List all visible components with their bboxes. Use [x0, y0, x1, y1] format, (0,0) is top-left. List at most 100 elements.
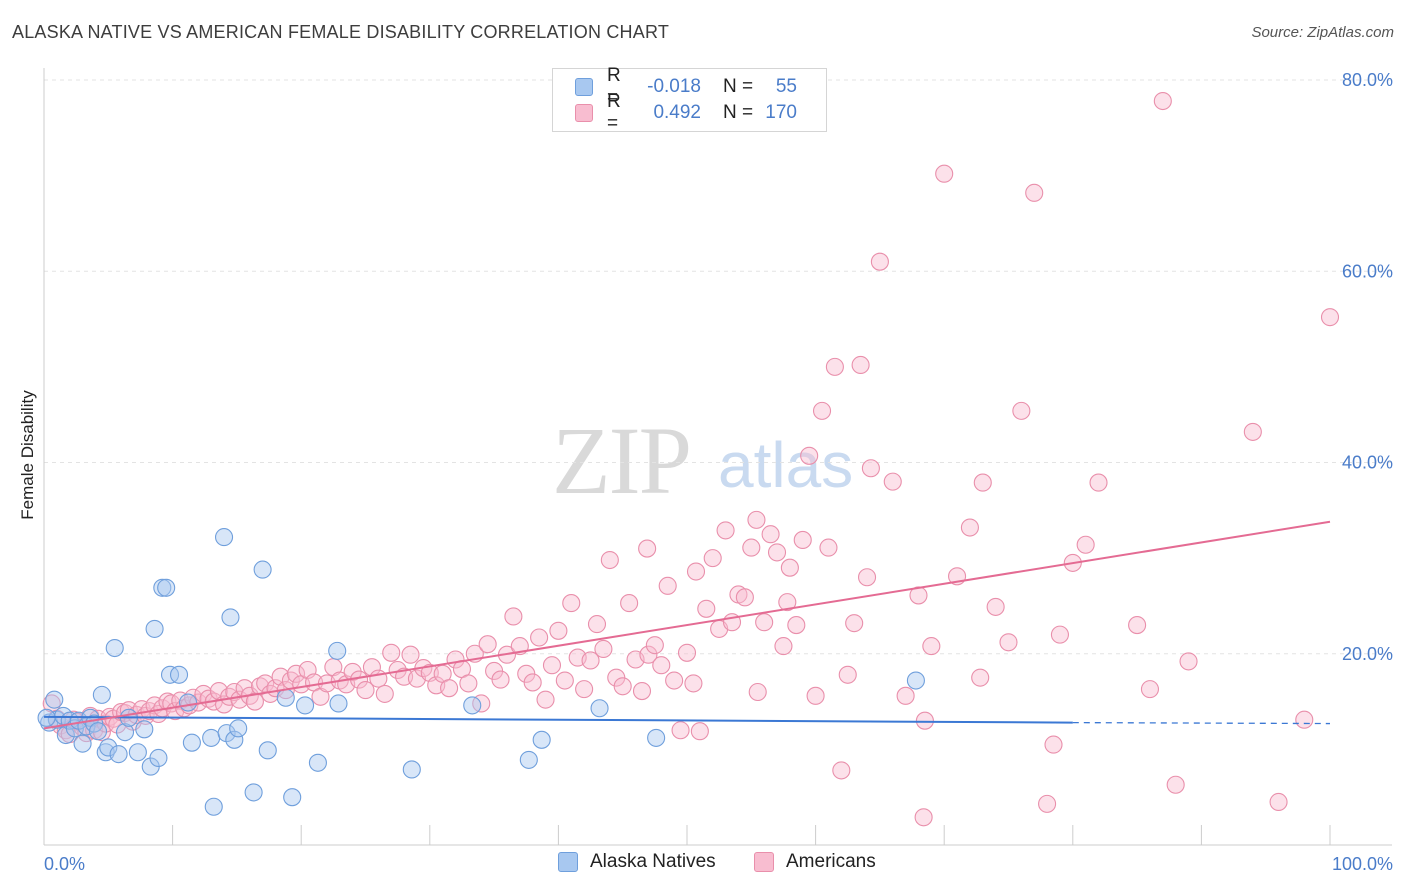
- american-point: [819, 538, 838, 557]
- series-swatch-alaska: [558, 852, 578, 872]
- american-point: [677, 643, 697, 662]
- american-point: [645, 636, 664, 655]
- american-point: [530, 628, 549, 647]
- legend-n-label: N =: [723, 76, 754, 97]
- watermark-atlas: atlas: [718, 429, 854, 501]
- y-tick-label: 60.0%: [1342, 261, 1393, 281]
- legend-r-value: -0.018: [647, 76, 701, 97]
- alaska-native-point: [214, 528, 234, 547]
- american-point: [343, 662, 362, 681]
- american-point: [703, 549, 722, 568]
- american-point: [665, 671, 684, 690]
- x-tick-label: 100.0%: [1332, 854, 1393, 874]
- alaska-native-point: [244, 783, 263, 802]
- alaska-native-point: [128, 743, 147, 762]
- alaska-native-point: [532, 730, 551, 749]
- x-tick-label: 0.0%: [44, 854, 85, 874]
- american-point: [716, 521, 735, 540]
- american-point: [375, 684, 394, 703]
- american-point: [1140, 680, 1160, 699]
- american-point: [287, 664, 306, 683]
- american-point: [832, 761, 851, 780]
- american-point: [536, 690, 555, 709]
- legend-n-label: N =: [723, 102, 754, 123]
- y-tick-label: 40.0%: [1342, 453, 1393, 473]
- american-point: [1025, 183, 1044, 202]
- american-point: [986, 597, 1005, 616]
- american-point: [787, 616, 806, 635]
- american-point: [184, 688, 203, 707]
- series-swatch-americans: [754, 852, 774, 872]
- american-point: [767, 543, 787, 562]
- series-legend: Alaska Natives Americans: [0, 851, 1406, 879]
- american-point: [575, 680, 594, 699]
- series-label-americans: Americans: [786, 851, 876, 872]
- american-point: [825, 357, 844, 376]
- american-point: [632, 681, 652, 701]
- american-point: [870, 252, 889, 271]
- series-legend-alaska[interactable]: Alaska Natives: [558, 851, 716, 873]
- legend-swatch-alaska: [575, 78, 593, 96]
- alaska-native-point: [169, 665, 189, 684]
- tick-labels: 20.0% 40.0% 60.0% 80.0% 0.0% 100.0% Female Dis…: [18, 70, 1393, 874]
- stats-legend: R = -0.018 N = 55 R = 0.492 N = 170: [552, 65, 827, 134]
- american-point: [555, 671, 574, 690]
- chart-source: Source: ZipAtlas.com: [1251, 24, 1394, 41]
- legend-swatch-americans: [575, 104, 593, 122]
- legend-row-alaska: R = -0.018 N = 55: [575, 65, 797, 108]
- american-point: [1269, 792, 1288, 812]
- american-point: [793, 530, 812, 550]
- alaska-native-point: [109, 745, 128, 764]
- american-point: [806, 686, 825, 705]
- legend-n-value: 55: [775, 76, 797, 97]
- alaska-native-point: [202, 728, 221, 747]
- american-point: [369, 669, 388, 688]
- trend-lines: [43, 520, 1331, 730]
- american-point: [1050, 625, 1069, 644]
- american-point: [999, 633, 1018, 652]
- american-point: [1012, 401, 1031, 420]
- american-point: [883, 472, 902, 491]
- alaska-native-point: [308, 753, 327, 772]
- american-point: [1038, 794, 1057, 813]
- alaska-native-point: [135, 720, 154, 739]
- alaska-native-point: [105, 638, 124, 658]
- alaska-native-point: [217, 724, 236, 743]
- alaska-native-point: [253, 560, 272, 579]
- alaska-native-point: [115, 723, 135, 742]
- alaska-native-point: [45, 690, 64, 709]
- american-point: [748, 682, 767, 702]
- legend-r-label: R =: [607, 91, 621, 134]
- alaska-native-point: [463, 696, 482, 715]
- american-point: [613, 677, 632, 696]
- alaska-native-point: [204, 797, 223, 816]
- alaska-native-point: [182, 733, 201, 752]
- american-point: [478, 635, 497, 654]
- american-point: [440, 679, 459, 698]
- american-point: [686, 562, 706, 581]
- alaska-native-point: [221, 608, 240, 627]
- american-point: [1295, 710, 1314, 729]
- american-point: [356, 681, 375, 700]
- american-point: [600, 550, 619, 570]
- american-point: [459, 674, 478, 693]
- grid-lines: [44, 79, 1392, 655]
- american-point: [914, 808, 933, 827]
- alaska-native-point: [258, 741, 277, 760]
- american-point: [638, 539, 657, 558]
- chart-title: ALASKA NATIVE VS AMERICAN FEMALE DISABIL…: [12, 22, 670, 42]
- american-point: [472, 694, 491, 713]
- american-point: [382, 643, 401, 662]
- legend-row-americans: R = 0.492 N = 170: [575, 91, 797, 134]
- alaska-native-point: [296, 696, 315, 715]
- watermark-zip: ZIP: [552, 407, 692, 514]
- american-point: [755, 613, 774, 632]
- y-tick-label: 20.0%: [1342, 644, 1393, 664]
- american-point: [697, 599, 716, 618]
- american-point: [504, 607, 523, 626]
- alaska-native-point: [328, 641, 347, 660]
- american-point: [658, 576, 677, 595]
- series-legend-americans[interactable]: Americans: [754, 851, 876, 873]
- trend-line-alaska-extension: [1072, 721, 1331, 725]
